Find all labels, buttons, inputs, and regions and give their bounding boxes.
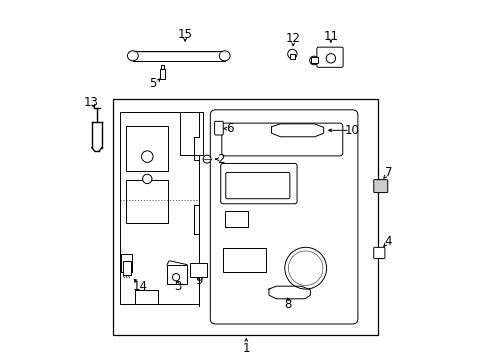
Text: 3: 3 <box>174 280 181 293</box>
Text: 2: 2 <box>217 153 224 166</box>
FancyBboxPatch shape <box>225 172 289 199</box>
Bar <box>190 263 206 277</box>
Text: 9: 9 <box>195 274 203 287</box>
Circle shape <box>284 247 326 289</box>
FancyBboxPatch shape <box>373 180 387 193</box>
Circle shape <box>325 54 335 63</box>
Bar <box>121 254 132 272</box>
Bar <box>160 69 164 79</box>
Bar <box>161 65 163 69</box>
Circle shape <box>309 56 318 65</box>
Text: 13: 13 <box>83 96 98 109</box>
Circle shape <box>203 155 211 163</box>
Bar <box>223 248 265 272</box>
Text: 1: 1 <box>242 342 249 355</box>
FancyBboxPatch shape <box>210 110 357 324</box>
Bar <box>126 180 167 223</box>
Text: 4: 4 <box>384 235 391 248</box>
Bar <box>310 57 317 63</box>
Text: 10: 10 <box>345 124 359 137</box>
Text: 6: 6 <box>226 122 233 135</box>
Text: 8: 8 <box>284 298 291 311</box>
FancyBboxPatch shape <box>220 163 296 204</box>
FancyBboxPatch shape <box>222 123 342 156</box>
Circle shape <box>287 49 296 59</box>
Text: 11: 11 <box>323 30 338 42</box>
Bar <box>123 261 131 275</box>
Text: 5: 5 <box>149 77 156 90</box>
Bar <box>133 51 224 61</box>
Ellipse shape <box>127 51 138 61</box>
FancyBboxPatch shape <box>214 121 223 135</box>
Text: 14: 14 <box>132 280 147 293</box>
FancyBboxPatch shape <box>373 247 384 258</box>
FancyBboxPatch shape <box>316 47 343 67</box>
Text: 12: 12 <box>285 32 300 45</box>
Bar <box>179 112 203 155</box>
Circle shape <box>172 274 179 281</box>
Bar <box>134 290 158 304</box>
Bar <box>113 99 377 335</box>
Circle shape <box>142 174 152 184</box>
Bar <box>289 54 294 59</box>
Bar <box>126 126 167 171</box>
Bar <box>120 112 199 304</box>
Bar <box>167 265 186 284</box>
Ellipse shape <box>219 51 230 61</box>
Bar <box>224 211 247 227</box>
Circle shape <box>288 251 322 285</box>
Circle shape <box>141 151 153 162</box>
Text: 7: 7 <box>384 166 391 179</box>
Text: 15: 15 <box>177 28 192 41</box>
